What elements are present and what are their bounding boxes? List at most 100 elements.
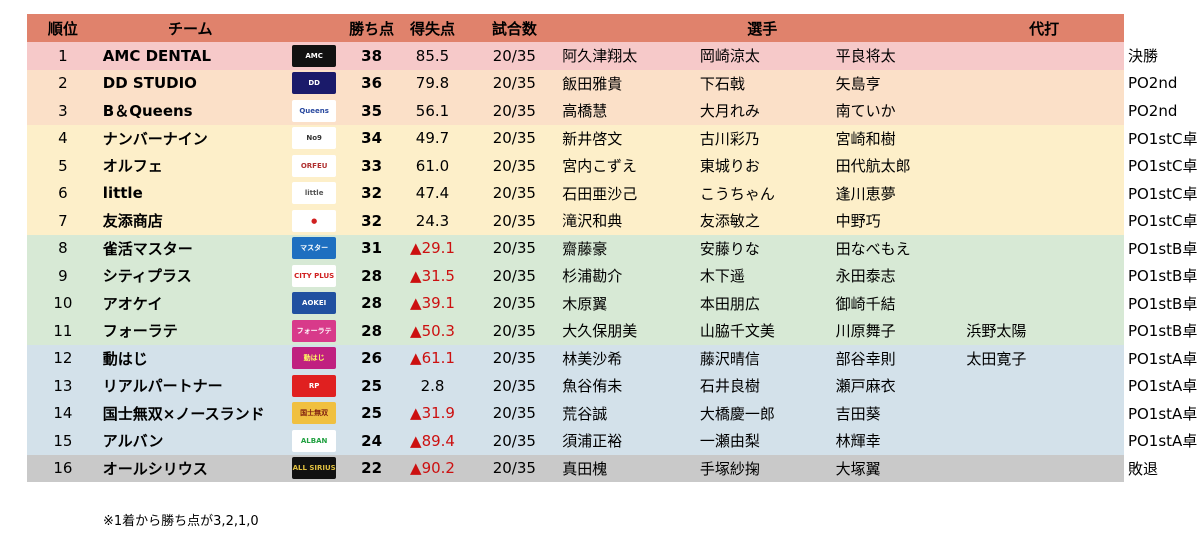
player-2: 木下遥 [699,267,745,286]
substitute-cell [964,125,1124,153]
player-2: 安藤りな [699,239,760,258]
player-2: 手塚紗掬 [699,459,760,478]
player-1: 飯田雅貴 [562,74,623,93]
team-logo: RP [282,372,347,400]
team-logo: ORFEU [282,152,347,180]
substitute-cell [964,42,1124,70]
team-logo: CITY PLUS [282,262,347,290]
team-name: 雀活マスター [102,239,193,258]
team-name: リアルパートナー [102,377,223,396]
player-1: 石田亜沙己 [562,184,638,203]
table-row: 4 ナンバーナイン No9 34 49.7 20/35 新井啓文 古川彩乃 宮崎和樹 PO1stC… [27,124,1200,153]
points-cell: 28 [361,266,383,285]
table-row: 5 オルフェ ORFEU 33 61.0 20/35 宮内こずえ 東城りお 田代航太郎 PO1st… [27,152,1200,180]
team-name: ナンバーナイン [102,129,208,148]
table-row: 9 シティプラス CITY PLUS 28 ▲31.5 20/35 杉浦勘介 木下遥 永田泰志 P… [27,262,1200,290]
team-logo: No9 [282,125,347,153]
diff-cell: 79.8 [415,74,450,93]
team-logo-image: AMC [292,44,337,67]
player-2: 友添敏之 [699,212,760,231]
player-1: 林美沙希 [562,349,623,368]
substitute-cell [964,70,1124,98]
games-cell: 20/35 [492,74,536,93]
team-logo: フォーラテ [282,317,347,345]
team-logo-image: Queens [292,99,337,122]
result-cell: PO1stC卓 [1123,124,1200,152]
player-3: 御崎千結 [835,294,896,313]
player-3: 平良将太 [835,47,896,66]
result-cell: PO1stA卓 [1123,399,1200,427]
player-2: 東城りお [699,157,760,176]
team-logo: AOKEI [282,290,347,318]
team-name: アルバン [102,432,164,451]
team-logo: 国士無双 [282,400,347,428]
games-cell: 20/35 [492,211,536,230]
substitute-cell [964,97,1124,125]
diff-cell: 49.7 [415,129,450,148]
team-logo: ● [282,207,347,235]
result-cell: PO1stA卓 [1123,427,1200,455]
substitute-cell [964,290,1124,318]
table-row: 7 友添商店 ● 32 24.3 20/35 滝沢和典 友添敏之 中野巧 PO1stC卓 [27,207,1200,235]
diff-cell: 24.3 [415,211,450,230]
player-3: 田代航太郎 [835,157,911,176]
points-cell: 34 [361,129,383,148]
points-cell: 28 [361,294,383,313]
team-logo: AMC [282,42,347,70]
team-logo-image: ● [292,209,337,232]
player-1: 杉浦勘介 [562,267,623,286]
player-2: 石井良樹 [699,377,760,396]
player-3: 田なべもえ [835,239,911,258]
team-name: オルフェ [102,157,163,176]
points-cell: 31 [361,239,383,258]
team-name: 動はじ [102,349,148,368]
substitute-cell: 太田寛子 [966,349,1027,368]
substitute-cell: 浜野太陽 [966,322,1027,341]
games-cell: 20/35 [492,376,536,395]
player-1: 木原翼 [562,294,608,313]
team-logo: マスター [282,235,347,263]
result-cell: 敗退 [1123,454,1200,482]
points-cell: 35 [361,101,383,120]
substitute-cell [964,427,1124,455]
team-logo-image: RP [292,374,337,397]
team-name: シティプラス [102,267,192,286]
team-name: B＆Queens [102,102,193,121]
team-logo-image: little [292,182,337,205]
player-1: 齋藤豪 [562,239,608,258]
team-name: AMC DENTAL [102,46,212,65]
table-row: 3 B＆Queens Queens 35 56.1 20/35 高橋慧 大月れみ 南ていか PO2… [27,97,1200,125]
player-3: 川原舞子 [835,322,896,341]
player-2: 大月れみ [699,102,760,121]
substitute-cell [964,400,1124,428]
rank-cell: 4 [58,129,68,148]
rank-cell: 3 [58,101,68,120]
player-3: 大塚翼 [835,459,881,478]
rank-cell: 14 [53,404,73,423]
player-1: 魚谷侑未 [562,377,623,396]
player-1: 新井啓文 [562,129,623,148]
team-name: アオケイ [102,294,163,313]
result-cell: PO1stB卓 [1123,234,1200,262]
rank-cell: 11 [53,321,73,340]
team-logo: ALBAN [282,427,347,455]
team-logo: Queens [282,97,347,125]
team-name: オールシリウス [102,459,208,478]
rank-cell: 12 [53,349,73,368]
player-2: 山脇千文美 [699,322,775,341]
substitute-cell [964,180,1124,208]
team-logo-image: 国士無双 [292,402,337,425]
diff-cell: 61.0 [415,156,450,175]
rank-cell: 10 [53,294,73,313]
points-cell: 22 [361,459,383,478]
points-cell: 26 [361,349,383,368]
substitute-cell [964,235,1124,263]
rank-cell: 7 [58,211,68,230]
result-cell: PO1stB卓 [1123,289,1200,317]
points-cell: 25 [361,404,383,423]
points-cell: 25 [361,376,383,395]
diff-cell: ▲31.9 [410,404,455,423]
table-row: 8 雀活マスター マスター 31 ▲29.1 20/35 齋藤豪 安藤りな 田なべもえ PO1st… [27,234,1200,263]
rank-cell: 9 [58,266,68,285]
games-cell: 20/35 [492,321,536,340]
